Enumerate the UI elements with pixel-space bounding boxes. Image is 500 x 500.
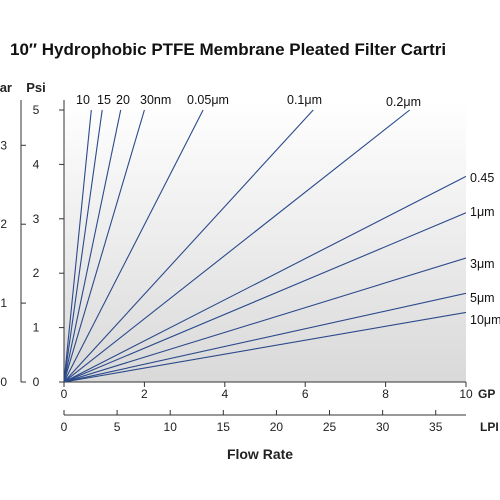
series-label: 30nm (140, 93, 171, 107)
series-line (64, 109, 314, 382)
series-line (64, 257, 466, 382)
lpm-tick-label: 30 (376, 420, 390, 434)
bar-tick-label: .1 (0, 296, 7, 310)
psi-tick-label: 5 (33, 103, 40, 117)
gpm-tick-label: 6 (302, 387, 309, 401)
bar-tick-label: .2 (0, 217, 7, 231)
series-line (64, 109, 122, 382)
chart-title: 10″ Hydrophobic PTFE Membrane Pleated Fi… (10, 40, 446, 59)
series-line (64, 212, 466, 382)
lpm-tick-label: 15 (217, 420, 231, 434)
psi-tick-label: 0 (33, 375, 40, 389)
series-label: 0.2μm (386, 95, 421, 109)
gpm-tick-label: 0 (61, 387, 68, 401)
lpm-tick-label: 20 (270, 420, 284, 434)
psi-tick-label: 4 (33, 157, 40, 171)
gpm-axis-unit: GP (478, 387, 495, 401)
series-line (64, 109, 145, 382)
gpm-tick-label: 8 (382, 387, 389, 401)
series-line (64, 109, 411, 382)
series-label: 10 (76, 93, 90, 107)
lpm-tick-label: 35 (429, 420, 443, 434)
bar-tick-label: 0 (0, 375, 7, 389)
plot-background (64, 100, 466, 382)
gpm-tick-label: 4 (221, 387, 228, 401)
lpm-tick-label: 10 (164, 420, 178, 434)
psi-tick-label: 3 (33, 212, 40, 226)
psi-tick-label: 2 (33, 266, 40, 280)
series-label: 15 (97, 93, 111, 107)
psi-tick-label: 1 (33, 321, 40, 335)
lpm-tick-label: 25 (323, 420, 337, 434)
series-line (64, 109, 204, 382)
bar-axis-label: ar (0, 80, 12, 95)
lpm-axis-unit: LPI (480, 420, 499, 434)
lpm-tick-label: 5 (114, 420, 121, 434)
bar-tick-label: .3 (0, 138, 7, 152)
gpm-tick-label: 2 (141, 387, 148, 401)
series-label: 1μm (470, 205, 495, 219)
series-label: 5μm (470, 291, 495, 305)
series-line (64, 175, 466, 382)
series-line (64, 109, 92, 382)
series-label: 20 (116, 93, 130, 107)
gpm-tick-label: 10 (459, 387, 473, 401)
series-label: 0.45 (470, 171, 494, 185)
series-label: 3μm (470, 257, 495, 271)
series-label: 10μm (470, 313, 500, 327)
x-axis-label: Flow Rate (227, 446, 293, 462)
series-line (64, 292, 466, 382)
lpm-tick-label: 0 (61, 420, 68, 434)
series-label: 0.05μm (187, 93, 229, 107)
psi-axis-label: Psi (26, 80, 46, 95)
series-label: 0.1μm (287, 93, 322, 107)
series-line (64, 311, 466, 382)
series-line (64, 109, 103, 382)
